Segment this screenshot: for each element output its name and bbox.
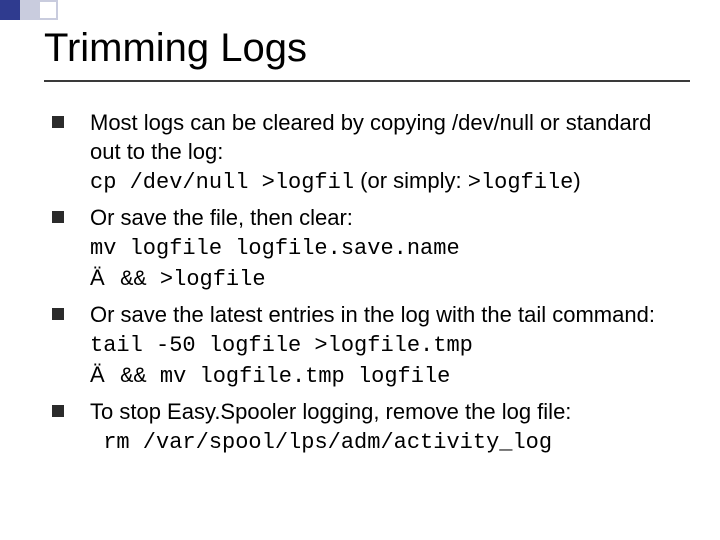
bullet-list: Most logs can be cleared by copying /dev… [50, 108, 684, 457]
bullet-marker-icon [52, 211, 64, 223]
accent-square-outline [38, 0, 58, 20]
title-underline [44, 80, 690, 82]
bullet-text: Most logs can be cleared by copying /dev… [90, 110, 651, 164]
title-container: Trimming Logs [44, 26, 684, 71]
code-text: >logfile [468, 170, 574, 195]
bullet-text: (or simply: [360, 168, 468, 193]
slide: Trimming Logs Most logs can be cleared b… [0, 0, 720, 540]
code-text: && >logfile [120, 267, 265, 292]
code-text: mv logfile logfile.save.name [90, 236, 460, 261]
bullet-item: Most logs can be cleared by copying /dev… [50, 108, 684, 197]
bullet-text: To stop Easy.Spooler logging, remove the… [90, 399, 571, 424]
continuation-arrow-icon: Ä [90, 263, 114, 292]
bullet-text: Or save the file, then clear: [90, 205, 353, 230]
bullet-item: Or save the file, then clear: mv logfile… [50, 203, 684, 294]
code-text: tail -50 logfile >logfile.tmp [90, 333, 473, 358]
slide-title: Trimming Logs [44, 26, 684, 71]
bullet-marker-icon [52, 116, 64, 128]
bullet-text: Or save the latest entries in the log wi… [90, 302, 655, 327]
accent-square-dark [0, 0, 20, 20]
code-text [90, 430, 103, 455]
bullet-marker-icon [52, 405, 64, 417]
code-text: && mv logfile.tmp logfile [120, 364, 450, 389]
slide-body: Most logs can be cleared by copying /dev… [50, 108, 684, 463]
code-text: rm /var/spool/lps/adm/activity_log [103, 430, 552, 455]
bullet-marker-icon [52, 308, 64, 320]
accent-square-light [20, 0, 40, 20]
bullet-item: To stop Easy.Spooler logging, remove the… [50, 397, 684, 457]
bullet-item: Or save the latest entries in the log wi… [50, 300, 684, 391]
code-text: cp /dev/null >logfil [90, 170, 354, 195]
accent-decoration [0, 0, 58, 20]
bullet-text: ) [573, 168, 580, 193]
continuation-arrow-icon: Ä [90, 360, 114, 389]
